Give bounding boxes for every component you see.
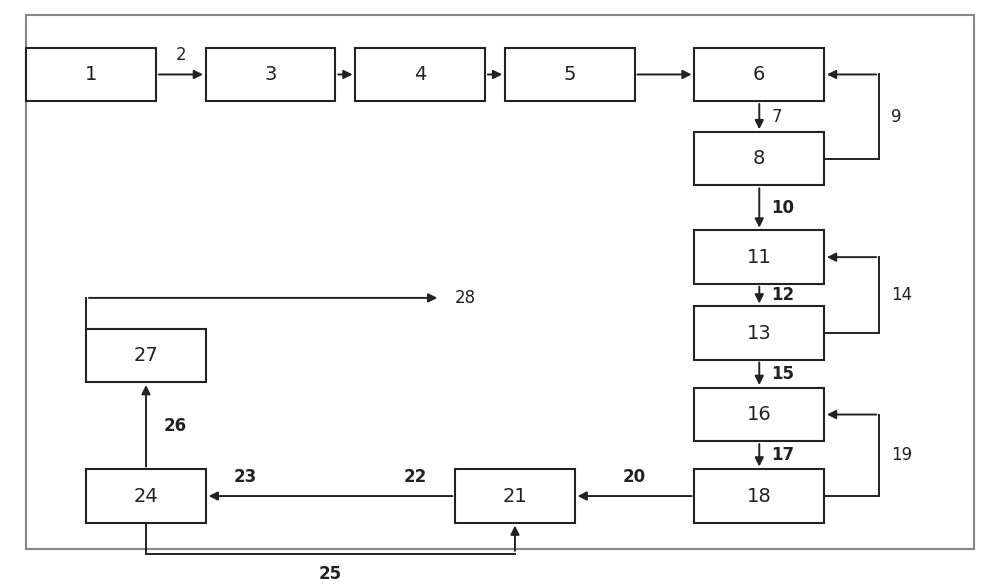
Text: 21: 21 (503, 486, 527, 506)
Text: 5: 5 (564, 65, 576, 84)
Text: 16: 16 (747, 405, 772, 424)
Text: 2: 2 (176, 46, 186, 64)
FancyBboxPatch shape (694, 470, 824, 523)
Text: 25: 25 (319, 565, 342, 583)
Text: 24: 24 (134, 486, 158, 506)
Text: 23: 23 (234, 468, 257, 486)
Text: 27: 27 (134, 346, 158, 365)
Text: 18: 18 (747, 486, 772, 506)
FancyBboxPatch shape (694, 307, 824, 360)
Text: 4: 4 (414, 65, 426, 84)
Text: 3: 3 (264, 65, 277, 84)
Text: 13: 13 (747, 324, 772, 343)
Text: 9: 9 (891, 107, 901, 126)
Text: 8: 8 (753, 150, 765, 168)
Text: 28: 28 (455, 289, 476, 307)
Text: 14: 14 (891, 286, 912, 304)
Text: 6: 6 (753, 65, 765, 84)
FancyBboxPatch shape (26, 48, 156, 101)
Text: 12: 12 (771, 286, 794, 304)
Text: 7: 7 (771, 107, 782, 126)
FancyBboxPatch shape (694, 48, 824, 101)
Text: 1: 1 (85, 65, 97, 84)
FancyBboxPatch shape (355, 48, 485, 101)
FancyBboxPatch shape (455, 470, 575, 523)
FancyBboxPatch shape (694, 388, 824, 442)
Text: 17: 17 (771, 446, 794, 464)
Text: 11: 11 (747, 248, 772, 267)
FancyBboxPatch shape (86, 470, 206, 523)
FancyBboxPatch shape (694, 132, 824, 186)
Text: 19: 19 (891, 446, 912, 464)
FancyBboxPatch shape (206, 48, 335, 101)
Text: 20: 20 (623, 468, 646, 486)
FancyBboxPatch shape (694, 231, 824, 284)
FancyBboxPatch shape (505, 48, 635, 101)
Text: 10: 10 (771, 199, 794, 217)
Text: 22: 22 (404, 468, 427, 486)
Text: 15: 15 (771, 365, 794, 383)
Text: 26: 26 (164, 417, 187, 434)
FancyBboxPatch shape (86, 329, 206, 382)
